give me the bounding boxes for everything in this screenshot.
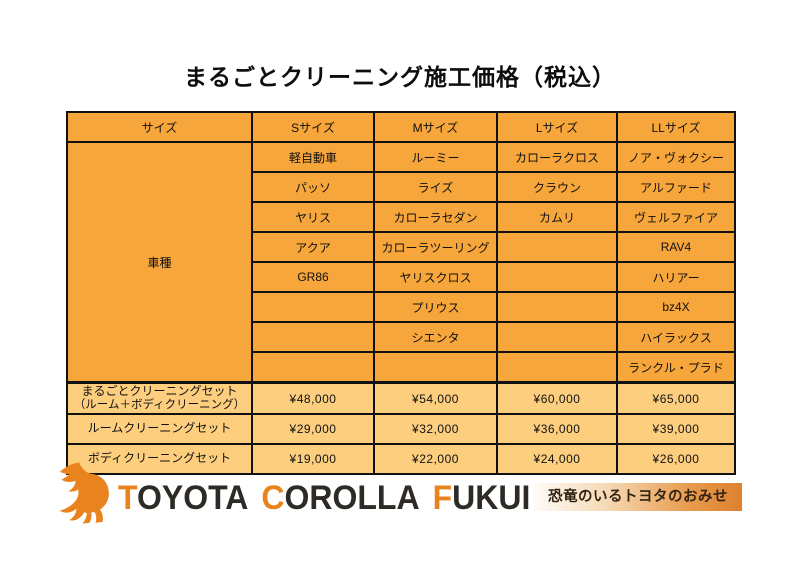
car-cell: プリウス (373, 291, 498, 323)
car-row: パッソ ライズ クラウン アルファード (67, 171, 736, 203)
page-title: まるごとクリーニング施工価格（税込） (184, 64, 616, 90)
brand-word-fukui: FUKUI (432, 477, 531, 516)
car-cell: カローラクロス (496, 141, 618, 173)
car-cell: シエンタ (373, 321, 498, 353)
price-row-label: ルームクリーニングセット (66, 413, 253, 446)
car-cell: ハリアー (616, 261, 736, 293)
car-row: 車種 軽自動車 ルーミー カローラクロス ノア・ヴォクシー (66, 141, 736, 384)
car-cell (496, 261, 618, 293)
vehicle-type-cell: 車種 (66, 141, 253, 384)
brand-word-corolla: COROLLA (261, 477, 420, 516)
price-cell: ¥60,000 (496, 381, 618, 416)
toyota-corolla-fukui-logo: TOYOTA COROLLA FUKUI (118, 477, 531, 516)
car-cell (251, 351, 375, 384)
car-cell: RAV4 (616, 231, 736, 263)
price-row-label: ボディクリーニングセット (66, 443, 253, 476)
dinosaur-icon (58, 461, 114, 529)
car-cell: ルーミー (373, 141, 498, 173)
price-cell: ¥36,000 (496, 413, 618, 446)
car-cell (496, 321, 618, 353)
car-cell: ノア・ヴォクシー (616, 141, 736, 173)
car-cell: カムリ (496, 201, 618, 233)
size-header-cell-m: Mサイズ (373, 111, 498, 143)
car-cell: ランクル・プラド (616, 351, 736, 384)
car-cell: カローラツーリング (373, 231, 498, 263)
price-cell: ¥26,000 (616, 443, 736, 476)
car-cell (496, 291, 618, 323)
price-cell: ¥29,000 (251, 413, 375, 446)
car-cell: ヤリスクロス (373, 261, 498, 293)
car-cell (373, 351, 498, 384)
car-cell: 軽自動車 (251, 141, 375, 173)
car-cell: クラウン (496, 171, 618, 203)
price-row-label-line1: ボディクリーニングセット (87, 451, 232, 466)
price-cell: ¥65,000 (616, 381, 736, 416)
size-header-row: サイズ Sサイズ Mサイズ Lサイズ LLサイズ (66, 111, 736, 143)
price-cell: ¥19,000 (251, 443, 375, 476)
price-cell: ¥32,000 (373, 413, 498, 446)
car-cell: ライズ (373, 171, 498, 203)
car-cell: ハイラックス (616, 321, 736, 353)
car-cell: bz4X (616, 291, 736, 323)
footer: TOYOTA COROLLA FUKUI 恐竜のいるトヨタのおみせ (0, 452, 800, 542)
car-cell (496, 351, 618, 384)
price-cell: ¥48,000 (251, 381, 375, 416)
car-cell: ヴェルファイア (616, 201, 736, 233)
car-cell (251, 321, 375, 353)
price-cell: ¥54,000 (373, 381, 498, 416)
car-cell: GR86 (251, 261, 375, 293)
price-table: サイズ Sサイズ Mサイズ Lサイズ LLサイズ 車種 軽自動車 ルーミー カロ… (66, 111, 736, 476)
car-cell (251, 291, 375, 323)
price-row-body-set: ボディクリーニングセット ¥19,000 ¥22,000 ¥24,000 ¥26… (66, 443, 736, 476)
price-row-label-line2: （ルーム＋ボディクリーニング） (73, 398, 246, 411)
size-header-cell-s: Sサイズ (251, 111, 375, 143)
brand-word-toyota: TOYOTA (118, 477, 249, 516)
car-cell: アクア (251, 231, 375, 263)
price-cell: ¥39,000 (616, 413, 736, 446)
car-cell (496, 231, 618, 263)
price-cell: ¥22,000 (373, 443, 498, 476)
size-header-cell-ll: LLサイズ (616, 111, 736, 143)
car-cell: カローラセダン (373, 201, 498, 233)
car-row: アクア カローラツーリング RAV4 (67, 231, 736, 263)
price-cell: ¥24,000 (496, 443, 618, 476)
car-cell: アルファード (616, 171, 736, 203)
price-row-label: まるごとクリーニングセット （ルーム＋ボディクリーニング） (66, 381, 253, 416)
size-header-cell-l: Lサイズ (496, 111, 618, 143)
price-row-full-set: まるごとクリーニングセット （ルーム＋ボディクリーニング） ¥48,000 ¥5… (66, 381, 736, 416)
car-row: ヤリス カローラセダン カムリ ヴェルファイア (67, 201, 736, 233)
car-row: GR86 ヤリスクロス ハリアー (67, 261, 736, 293)
size-header-cell: サイズ (66, 111, 253, 143)
price-row-label-line1: ルームクリーニングセット (87, 421, 232, 436)
car-cell: パッソ (251, 171, 375, 203)
car-cell: ヤリス (251, 201, 375, 233)
price-row-room-set: ルームクリーニングセット ¥29,000 ¥32,000 ¥36,000 ¥39… (66, 413, 736, 446)
price-row-label-line1: まるごとクリーニングセット (81, 384, 238, 398)
tagline-badge: 恐竜のいるトヨタのおみせ (534, 483, 742, 511)
car-row: プリウス bz4X (67, 291, 736, 323)
car-row: シエンタ ハイラックス (67, 321, 736, 353)
